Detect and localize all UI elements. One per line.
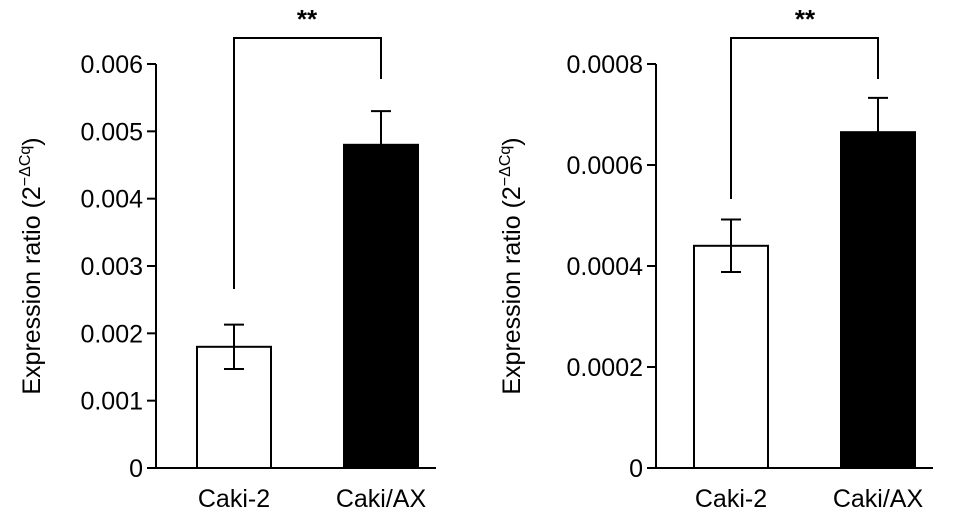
- y-tick-label: 0.005: [80, 118, 143, 146]
- y-tick-label: 0.0008: [567, 51, 643, 79]
- bar-caki-2: [693, 244, 769, 469]
- y-tick-label: 0.003: [80, 253, 143, 281]
- bar-caki-ax: [343, 143, 419, 470]
- x-category-label: Caki/AX: [833, 485, 924, 513]
- significance-marker: **: [795, 4, 816, 34]
- y-tick-label: 0.001: [80, 388, 143, 416]
- y-tick-label: 0: [629, 455, 643, 483]
- bar-caki-ax: [840, 131, 916, 470]
- y-tick-label: 0.0004: [567, 253, 644, 281]
- significance-bracket: [233, 37, 382, 289]
- y-tick-label: 0.004: [80, 186, 143, 214]
- significance-marker: **: [297, 4, 318, 34]
- significance-bracket: [730, 37, 879, 199]
- y-tick-label: 0.0002: [567, 354, 643, 382]
- chart-panel-left: 0 0.001 0.002 0.003 0.004 0.005 0.006 Caki-2 Cak…: [17, 4, 436, 513]
- x-category-label: Caki-2: [695, 485, 767, 513]
- x-category-label: Caki/AX: [336, 485, 427, 513]
- chart-panel-right: 0 0.0002 0.0004 0.0006 0.0008 Caki-2 Caki/AX **…: [497, 4, 933, 513]
- x-category-label: Caki-2: [198, 485, 270, 513]
- y-tick-label: 0.0006: [567, 152, 643, 180]
- y-axis-label: Expression ratio (2−ΔCq): [497, 137, 526, 394]
- y-axis-label: Expression ratio (2−ΔCq): [17, 137, 46, 394]
- y-tick-label: 0.006: [80, 51, 143, 79]
- y-tick-label: 0.002: [80, 320, 143, 348]
- y-tick-label: 0: [129, 455, 143, 483]
